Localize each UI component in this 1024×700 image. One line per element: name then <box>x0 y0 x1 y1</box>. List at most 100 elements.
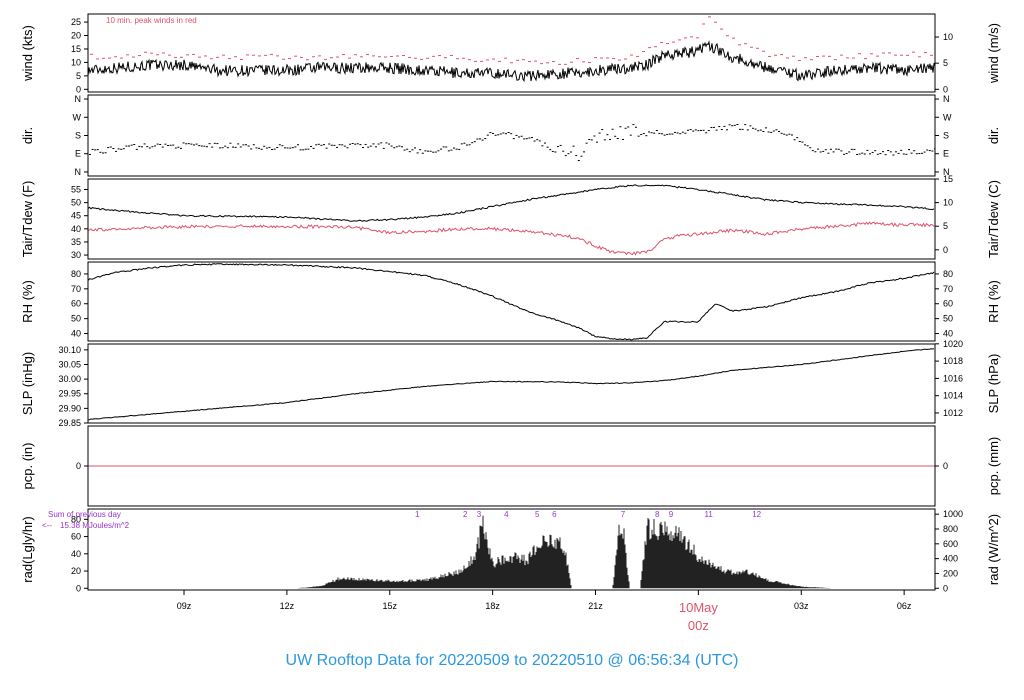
humidity-ytick-label-left: 80 <box>71 269 81 279</box>
humidity-ytick-label-right: 70 <box>943 284 953 294</box>
x-tick-label: 06z <box>897 601 912 611</box>
pressure-ytick-label-left: 30.05 <box>58 359 81 369</box>
pressure-ytick-label-left: 29.85 <box>58 418 81 428</box>
temperature-ylabel-left: Tair/Tdew (F) <box>20 181 35 258</box>
pressure-ytick-label-left: 30.10 <box>58 345 81 355</box>
precipitation-ytick-label-right: 0 <box>943 461 948 471</box>
temperature-ytick-label-right: 0 <box>943 245 948 255</box>
radiation-ylabel-left: rad(Lgly/hr) <box>20 516 35 582</box>
temperature-ytick-label-left: 45 <box>71 211 81 221</box>
humidity-frame <box>87 261 936 342</box>
direction-ytick-label-left: N <box>75 167 82 177</box>
humidity-ytick-label-right: 40 <box>943 329 953 339</box>
radiation-event-label: 8 <box>655 510 660 519</box>
humidity-ytick-label-right: 50 <box>943 314 953 324</box>
peak-wind-annotation: 10 min. peak winds in red <box>106 16 197 25</box>
wind-ytick-label-left: 10 <box>71 57 81 67</box>
humidity-ylabel-left: RH (%) <box>20 280 35 323</box>
wind-ylabel-right: wind (m/s) <box>986 23 1001 84</box>
humidity-ytick-label-left: 60 <box>71 299 81 309</box>
radiation-ytick-label-right: 600 <box>943 539 958 549</box>
x-tick-label: 00z <box>688 618 709 633</box>
pressure-line <box>88 348 935 421</box>
direction-ytick-label-left: N <box>75 94 82 104</box>
temperature-ytick-label-right: 5 <box>943 221 948 231</box>
x-tick-label: 09z <box>177 601 192 611</box>
humidity-ytick-label-right: 60 <box>943 299 953 309</box>
pressure-ylabel-left: SLP (inHg) <box>20 352 35 415</box>
wind-ytick-label-right: 0 <box>943 84 948 94</box>
radiation-traces <box>297 515 831 589</box>
temperature-ytick-label-left: 50 <box>71 198 81 208</box>
radiation-ytick-label-right: 800 <box>943 524 958 534</box>
direction-ytick-label-left: S <box>75 131 81 141</box>
radiation-event-label: 6 <box>552 510 557 519</box>
previous-day-arrow: <-- <box>42 521 52 530</box>
air-temperature-line <box>88 184 935 222</box>
x-tick-label: 12z <box>280 601 295 611</box>
humidity-traces <box>88 263 935 341</box>
direction-ytick-label-left: E <box>75 149 81 159</box>
temperature-frame <box>87 178 936 260</box>
wind-speed-line <box>88 40 935 82</box>
radiation-event-label: 3 <box>477 510 482 519</box>
x-tick-label: 18z <box>485 601 500 611</box>
direction-traces <box>89 123 935 162</box>
dew-point-line <box>88 221 935 256</box>
temperature-traces <box>88 184 935 256</box>
temperature-ytick-label-left: 40 <box>71 224 81 234</box>
wind-frame <box>87 13 936 93</box>
x-tick-label: 03z <box>794 601 809 611</box>
radiation-event-label: 2 <box>463 510 468 519</box>
wind-ytick-label-right: 5 <box>943 58 948 68</box>
pressure-frame <box>87 343 936 424</box>
temperature-ylabel-right: Tair/Tdew (C) <box>986 180 1001 258</box>
radiation-event-label: 4 <box>504 510 509 519</box>
wind-ytick-label-left: 20 <box>71 31 81 41</box>
temperature-ytick-label-left: 35 <box>71 237 81 247</box>
temperature-ytick-label-right: 10 <box>943 198 953 208</box>
pressure-ytick-label-right: 1016 <box>943 373 963 383</box>
humidity-ylabel-right: RH (%) <box>986 280 1001 323</box>
data-traces <box>88 16 935 589</box>
wind-ytick-label-left: 0 <box>76 84 81 94</box>
humidity-ytick-label-left: 50 <box>71 314 81 324</box>
wind-ytick-label-right: 10 <box>943 32 953 42</box>
wind-traces <box>88 16 935 82</box>
radiation-ytick-label-left: 60 <box>71 532 81 542</box>
x-tick-label-date: 10May <box>679 600 719 615</box>
radiation-ytick-label-left: 80 <box>71 514 81 524</box>
precipitation-ylabel-right: pcp. (mm) <box>986 437 1001 496</box>
direction-ylabel-right: dir. <box>986 127 1001 144</box>
direction-ytick-label-left: W <box>73 112 82 122</box>
direction-ytick-label-right: W <box>943 112 952 122</box>
pressure-ytick-label-right: 1014 <box>943 391 963 401</box>
temperature-ytick-label-left: 30 <box>71 250 81 260</box>
direction-ytick-label-right: N <box>943 94 950 104</box>
chart-title: UW Rooftop Data for 20220509 to 20220510… <box>286 652 739 669</box>
direction-ytick-label-right: N <box>943 167 950 177</box>
pressure-ytick-label-right: 1012 <box>943 408 963 418</box>
radiation-ytick-label-right: 1000 <box>943 509 963 519</box>
axes <box>84 13 939 595</box>
radiation-frame <box>87 508 936 591</box>
x-tick-label: 21z <box>588 601 603 611</box>
humidity-ytick-label-left: 70 <box>71 284 81 294</box>
radiation-event-label: 12 <box>752 510 761 519</box>
pressure-ytick-label-left: 29.95 <box>58 389 81 399</box>
radiation-event-label: 9 <box>669 510 674 519</box>
temperature-ytick-label-left: 55 <box>71 184 81 194</box>
radiation-ylabel-right: rad (W/m^2) <box>986 514 1001 585</box>
radiation-ytick-label-right: 0 <box>943 583 948 593</box>
humidity-ytick-label-left: 40 <box>71 329 81 339</box>
radiation-event-label: 5 <box>535 510 540 519</box>
radiation-ytick-label-right: 200 <box>943 568 958 578</box>
previous-day-value: 15.38 MJoules/m^2 <box>60 521 130 530</box>
radiation-ytick-label-left: 20 <box>71 566 81 576</box>
pressure-traces <box>88 348 935 421</box>
radiation-ytick-label-left: 40 <box>71 549 81 559</box>
pressure-ytick-label-right: 1018 <box>943 356 963 366</box>
direction-ytick-label-right: S <box>943 131 949 141</box>
